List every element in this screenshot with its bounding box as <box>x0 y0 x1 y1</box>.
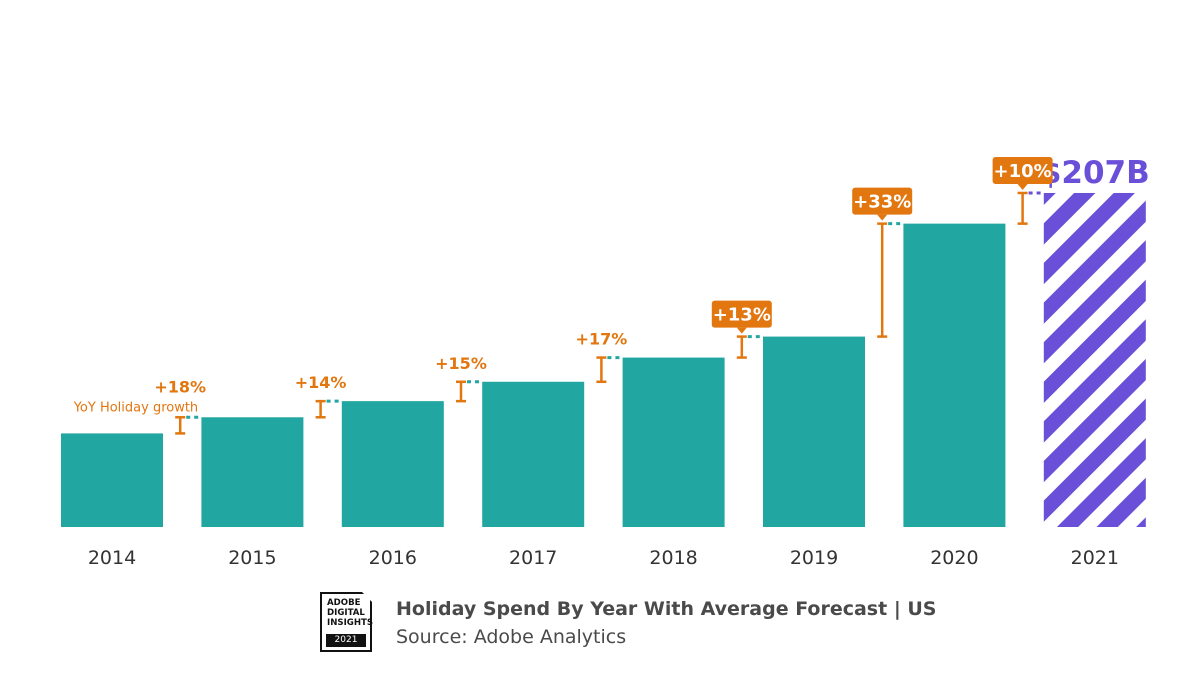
growth-label-2: +15% <box>435 354 487 373</box>
growth-label-1: +14% <box>295 373 347 392</box>
logo-line-1: ADOBE <box>327 598 361 608</box>
x-tick-label-2016: 2016 <box>369 547 417 569</box>
chart-footer: ADOBE DIGITAL INSIGHTS 2021 Holiday Spen… <box>320 592 1020 656</box>
growth-caption: YoY Holiday growth <box>73 400 198 415</box>
bar-2017 <box>482 381 585 527</box>
adobe-digital-insights-logo: ADOBE DIGITAL INSIGHTS 2021 <box>320 592 374 652</box>
x-tick-label-2017: 2017 <box>509 547 557 569</box>
forecast-bar-2021 <box>1043 192 1146 527</box>
growth-badge-pointer-6 <box>1017 183 1028 190</box>
growth-label-5: +33% <box>853 192 911 213</box>
bar-2018 <box>622 357 725 527</box>
logo-text: ADOBE DIGITAL INSIGHTS <box>327 598 374 628</box>
growth-badge-pointer-5 <box>877 214 888 221</box>
x-tick-label-2014: 2014 <box>88 547 136 569</box>
logo-year: 2021 <box>326 634 366 647</box>
bar-2019 <box>763 336 865 527</box>
x-tick-label-2021: 2021 <box>1071 547 1119 569</box>
growth-label-3: +17% <box>576 330 628 349</box>
x-tick-label-2020: 2020 <box>930 547 978 569</box>
growth-label-4: +13% <box>713 305 771 326</box>
growth-badge-pointer-4 <box>736 327 747 334</box>
bar-2016 <box>341 401 444 527</box>
logo-fold <box>362 592 372 602</box>
bar-2015 <box>201 417 304 527</box>
bar-2020 <box>903 223 1006 528</box>
growth-badge-6 <box>992 156 1053 184</box>
growth-badge-5 <box>852 187 913 215</box>
chart-title: Holiday Spend By Year With Average Forec… <box>396 598 937 620</box>
x-tick-label-2018: 2018 <box>649 547 697 569</box>
x-tick-label-2019: 2019 <box>790 547 838 569</box>
logo-line-3: INSIGHTS <box>327 618 374 628</box>
growth-label-6: +10% <box>994 161 1052 182</box>
chart-source: Source: Adobe Analytics <box>396 626 627 648</box>
bar-2014 <box>61 433 163 527</box>
growth-badge-4 <box>711 300 772 328</box>
growth-label-0: +18% <box>154 377 206 396</box>
forecast-value-label: $207B <box>1040 155 1150 191</box>
x-tick-label-2015: 2015 <box>228 547 276 569</box>
logo-line-2: DIGITAL <box>327 608 365 618</box>
